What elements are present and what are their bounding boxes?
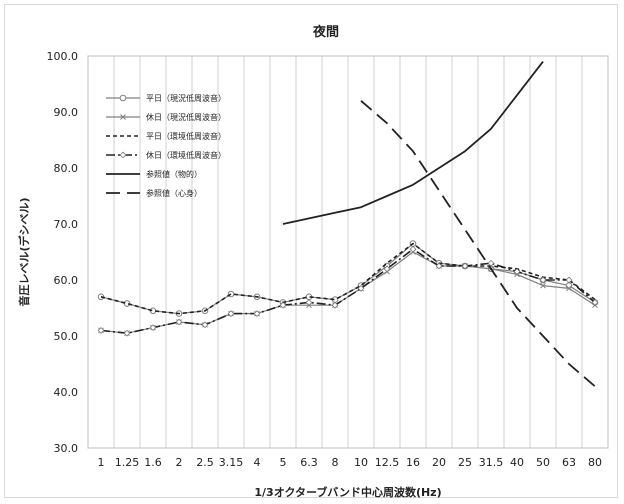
y-tick-label: 90.0 (54, 106, 79, 119)
y-tick-label: 100.0 (47, 50, 79, 63)
x-tick-label: 1.25 (115, 456, 140, 469)
x-tick-label: 1 (98, 456, 105, 469)
legend: 平日（現況低周波音） 休日（現況低周波音） 平日（環境低周波音） 休日（環境低周波音）… (106, 93, 226, 198)
data-point (119, 151, 127, 159)
x-tick-label: 20 (432, 456, 446, 469)
data-point (175, 318, 183, 326)
data-point (487, 259, 495, 267)
series-line (100, 251, 596, 334)
x-tick-label: 31.5 (479, 456, 504, 469)
data-point (201, 321, 209, 329)
data-point (305, 299, 313, 306)
x-tick-label: 50 (536, 456, 550, 469)
legend-label: 休日（環境低周波音） (146, 150, 226, 160)
y-tick-label: 30.0 (54, 442, 79, 455)
plot-area-border (87, 55, 609, 449)
legend-item: 平日（環境低周波音） (106, 131, 226, 141)
x-axis-label: 1/3オクターブバンド中心周波数(Hz) (254, 485, 441, 499)
data-point (120, 114, 126, 120)
x-tick-label: 12.5 (375, 456, 400, 469)
x-tick-label: 2 (176, 456, 183, 469)
x-tick-label: 16 (406, 456, 420, 469)
series-3 (100, 242, 596, 315)
data-point (566, 285, 572, 292)
y-tick-label: 40.0 (54, 386, 79, 399)
data-point (461, 262, 469, 270)
data-point (383, 265, 391, 273)
y-axis-ticks: 30.0 40.0 50.0 60.0 70.0 80.0 90.0 100.0 (47, 50, 79, 455)
data-point (331, 301, 339, 309)
data-point (513, 268, 521, 275)
data-point (591, 299, 599, 306)
legend-label: 休日（現況低周波音） (146, 112, 226, 122)
legend-label: 参照値（物的） (146, 169, 202, 179)
x-tick-label: 5 (280, 456, 287, 469)
x-tick-label: 2.5 (196, 456, 214, 469)
x-axis-ticks: 1 1.25 1.6 2 2.5 3.15 4 5 6.3 8 10 12.5 16 20 25 31.5 40… (98, 456, 603, 469)
y-tick-label: 80.0 (54, 162, 79, 175)
x-tick-label: 25 (458, 456, 472, 469)
data-point (539, 276, 547, 284)
data-point (409, 245, 417, 253)
x-tick-label: 6.3 (300, 456, 318, 469)
legend-label: 平日（環境低周波音） (146, 131, 226, 141)
x-tick-label: 1.6 (144, 456, 162, 469)
data-point (565, 276, 573, 284)
x-tick-label: 8 (332, 456, 339, 469)
legend-item: 参照値（心身） (106, 188, 202, 198)
series-line (282, 61, 544, 225)
y-axis-label: 音圧レベル(デシベル) (17, 197, 31, 306)
legend-item: 平日（現況低周波音） (106, 93, 226, 103)
legend-item: 参照値（物的） (106, 169, 202, 179)
legend-item: 休日（現況低周波音） (106, 112, 226, 122)
data-point (357, 285, 365, 292)
data-point (565, 282, 573, 289)
x-tick-label: 4 (254, 456, 261, 469)
legend-item: 休日（環境低周波音） (106, 150, 226, 160)
data-point (227, 310, 235, 317)
legend-label: 参照値（心身） (146, 188, 202, 198)
x-tick-label: 40 (510, 456, 524, 469)
legend-label: 平日（現況低周波音） (146, 93, 226, 103)
series-line (100, 242, 596, 315)
chart-frame (4, 4, 618, 498)
y-tick-label: 70.0 (54, 218, 79, 231)
x-tick-label: 3.15 (219, 456, 244, 469)
x-tick-label: 10 (354, 456, 368, 469)
y-tick-label: 50.0 (54, 330, 79, 343)
x-tick-label: 80 (588, 456, 602, 469)
data-point (253, 310, 261, 317)
data-point (97, 327, 105, 334)
gridlines (113, 56, 583, 448)
data-point (435, 262, 443, 270)
y-tick-label: 60.0 (54, 274, 79, 287)
series-line (360, 100, 596, 388)
data-point (149, 324, 157, 331)
chart-title: 夜間 (312, 24, 339, 40)
data-point (119, 94, 127, 102)
x-tick-label: 63 (562, 456, 576, 469)
series-4 (97, 245, 599, 337)
data-point (279, 301, 287, 309)
series-6 (360, 100, 596, 388)
series-5 (282, 61, 544, 225)
data-point (540, 282, 546, 289)
data-point (123, 329, 131, 337)
series-group (97, 61, 599, 388)
